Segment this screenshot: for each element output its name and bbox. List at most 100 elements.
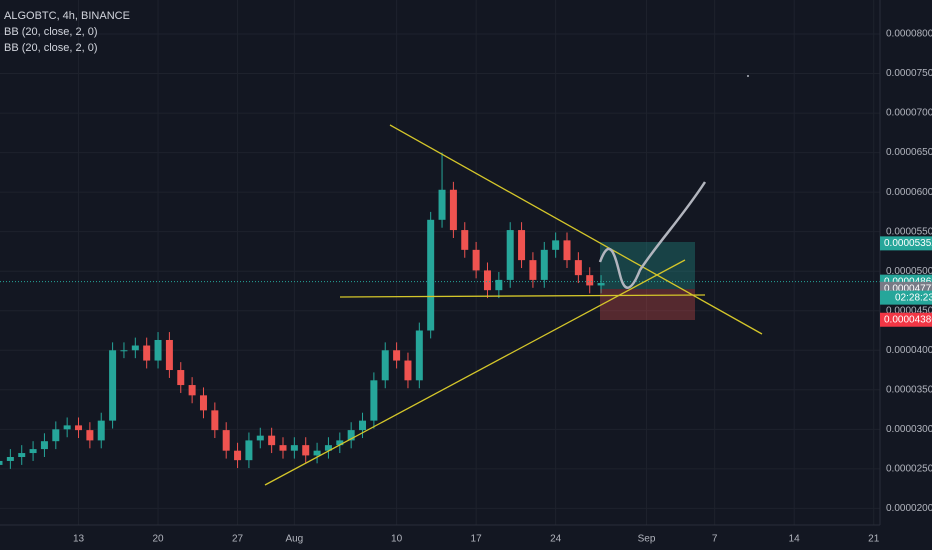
candle-body	[211, 410, 219, 431]
x-tick-label: 20	[152, 534, 164, 545]
candle-body	[75, 425, 83, 431]
candle-body	[563, 240, 571, 261]
x-tick-label: 7	[712, 534, 718, 545]
candle-body	[415, 330, 423, 381]
candle-body	[143, 345, 151, 361]
candle-body	[586, 275, 594, 286]
candle-body	[279, 445, 287, 451]
candle-body	[131, 345, 139, 351]
loss-zone	[600, 289, 695, 320]
countdown-label: 02:28:23	[895, 292, 932, 303]
drawings	[264, 75, 763, 486]
candle-body	[324, 445, 332, 451]
candle-body	[404, 360, 412, 381]
candle-body	[199, 395, 207, 411]
candle-body	[359, 420, 367, 431]
candle-body	[40, 441, 48, 450]
dot	[747, 75, 749, 77]
price-tag-label: 0.00004868	[884, 276, 932, 287]
candle-body	[97, 420, 105, 441]
indicator-label: BB (20, close, 2, 0)	[4, 26, 98, 38]
candle-body	[188, 385, 196, 396]
candle-body	[234, 450, 242, 461]
candle-body	[574, 260, 582, 276]
x-tick-label: 24	[550, 534, 562, 545]
price-tag	[880, 236, 932, 251]
candle-body	[52, 429, 60, 442]
indicator-label: BB (20, close, 2, 0)	[4, 42, 98, 54]
candle-body	[29, 449, 37, 454]
candle-body	[302, 445, 310, 456]
candle-body	[120, 350, 128, 352]
candle-body	[552, 240, 560, 250]
x-tick-label: 17	[471, 534, 483, 545]
candle-body	[449, 189, 457, 231]
candle-body	[109, 350, 117, 421]
candle-body	[495, 279, 503, 291]
x-tick-label: 27	[232, 534, 244, 545]
candle-body	[256, 435, 264, 441]
x-tick-label: 10	[391, 534, 403, 545]
trend-line	[389, 124, 763, 335]
trend-line	[264, 259, 686, 486]
candle-body	[347, 430, 355, 441]
candle-body	[245, 440, 253, 461]
trend-line	[339, 294, 706, 298]
candle-body	[63, 425, 71, 430]
price-tag	[880, 312, 932, 327]
candle-body	[336, 440, 344, 446]
candle-body	[0, 460, 3, 465]
candle-body	[381, 350, 389, 381]
candles	[0, 152, 880, 469]
x-tick-label: Sep	[638, 534, 656, 545]
price-tag-label: 0.00005352	[884, 238, 932, 249]
x-tick-label: 14	[789, 534, 801, 545]
chart-title: ALGOBTC, 4h, BINANCE	[4, 10, 130, 22]
candle-body	[313, 450, 321, 456]
candle-body	[290, 445, 298, 451]
candle-body	[268, 435, 276, 446]
x-tick-label: 13	[73, 534, 85, 545]
projection-path	[598, 181, 707, 289]
candle-body	[529, 260, 537, 280]
x-tick-label: 21	[868, 534, 880, 545]
candle-body	[518, 230, 526, 261]
candle-body	[177, 370, 185, 386]
candle-body	[597, 283, 605, 286]
candle-body	[427, 219, 435, 331]
candle-body	[461, 230, 469, 250]
price-tag-label: 0.00004777	[884, 283, 932, 294]
candle-body	[18, 453, 26, 458]
candle-body	[222, 430, 230, 451]
x-tick-label: Aug	[285, 534, 303, 545]
candle-body	[154, 339, 162, 361]
candle-body	[6, 457, 14, 461]
candle-body	[540, 249, 548, 280]
candle-body	[472, 249, 480, 271]
price-tag-label: 0.00004386	[884, 314, 932, 325]
candle-body	[506, 230, 514, 280]
candle-body	[370, 380, 378, 421]
candle-body	[86, 430, 94, 441]
y-tick-label: 0.00008000	[886, 29, 932, 40]
countdown-tag	[880, 290, 932, 305]
candle-body	[165, 339, 173, 371]
profit-zone	[600, 242, 695, 289]
candle-body	[393, 350, 401, 361]
candle-body	[438, 189, 446, 220]
